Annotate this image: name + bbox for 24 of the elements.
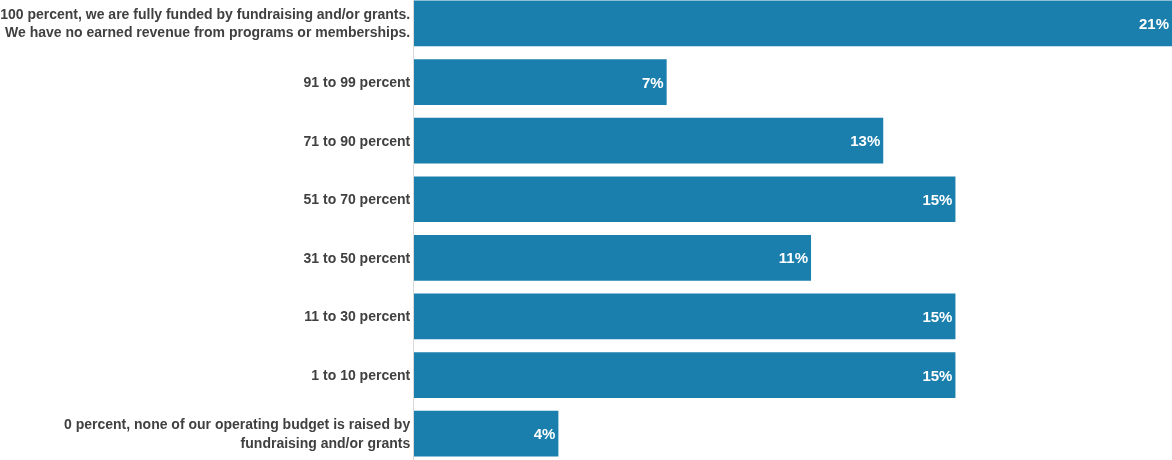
data-label: 15% (922, 366, 953, 384)
data-label: 21% (1138, 14, 1169, 32)
data-label: 13% (850, 132, 881, 150)
y-tick-label: 31 to 50 percent (303, 249, 411, 266)
bar (414, 234, 812, 281)
data-label: 4% (533, 425, 556, 443)
data-label: 7% (641, 73, 664, 91)
bar (414, 293, 956, 340)
y-tick-label: 1 to 10 percent (311, 366, 411, 383)
y-tick-label: 51 to 70 percent (303, 191, 411, 208)
bar (414, 352, 956, 398)
bar (414, 59, 667, 105)
data-label: 15% (922, 190, 953, 208)
y-tick-label: 71 to 90 percent (303, 132, 411, 149)
y-tick-label: 0 percent, none of our operating budget is raised by fundraising and/or grants (64, 416, 411, 451)
bar (414, 176, 956, 223)
y-tick-label: 91 to 99 percent (303, 73, 411, 90)
y-tick-label: 11 to 30 percent (304, 308, 411, 325)
bar (414, 0, 1172, 47)
bar (414, 410, 559, 457)
data-label: 11% (778, 249, 809, 267)
y-tick-label: 100 percent, we are fully funded by fundraising and/or grants. We have no earned revenue from programs or memberships. (0, 6, 411, 41)
data-label: 15% (922, 307, 953, 325)
bar (414, 117, 884, 164)
